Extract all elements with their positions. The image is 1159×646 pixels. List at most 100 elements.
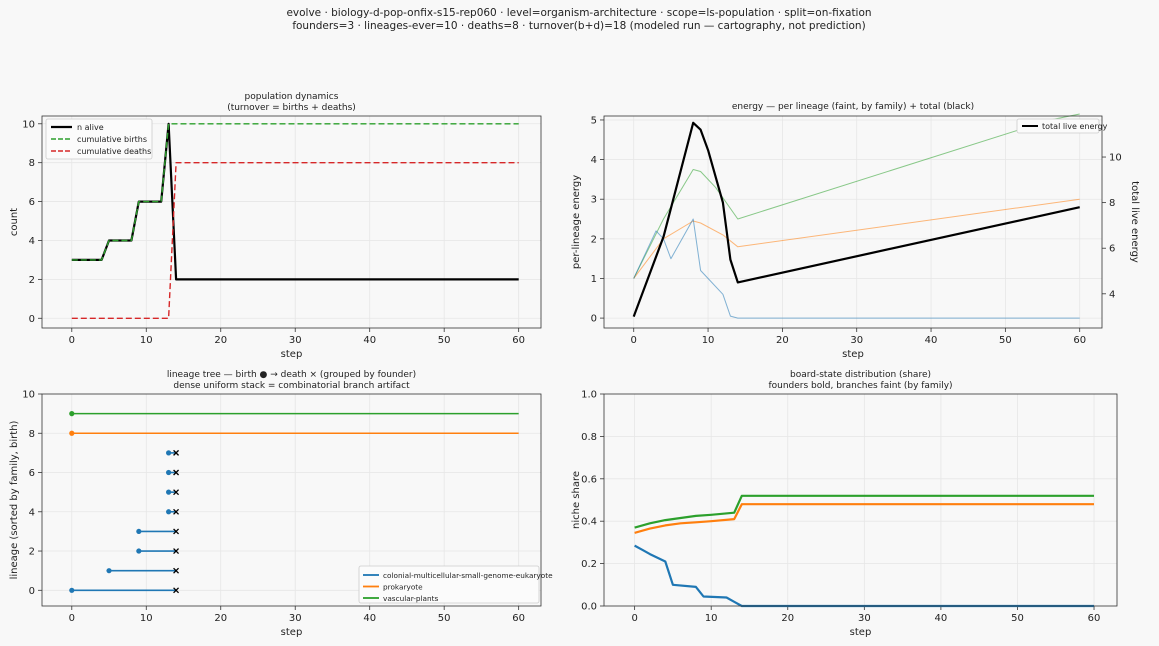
x-axis-label: step	[281, 627, 303, 638]
lineage-birth-marker	[166, 489, 172, 495]
series-line-board-state-2	[634, 544, 1094, 608]
x-tick-label: 10	[140, 613, 153, 624]
chart-subtitle: (turnover = births + deaths)	[227, 103, 356, 113]
x-tick-label: 0	[69, 613, 75, 624]
axes-frame	[41, 393, 542, 607]
lineage-birth-marker	[69, 430, 75, 436]
plot-area	[604, 116, 1102, 328]
y-tick-label: 3	[591, 195, 597, 206]
x-tick-label: 60	[1088, 613, 1101, 624]
y-axis-label: per-lineage energy	[571, 175, 582, 269]
y-tick-label: 6	[29, 468, 35, 479]
y-tick-label: 0.6	[581, 474, 597, 485]
x-tick-label: 20	[781, 613, 794, 624]
legend-label: n alive	[77, 123, 104, 132]
lineage-birth-marker	[136, 528, 142, 535]
legend-label: total live energy	[1042, 122, 1108, 131]
y-tick-label: 0.8	[581, 432, 597, 443]
series-line-cumulative-births	[71, 123, 519, 261]
x-tick-label: 0	[631, 613, 637, 624]
lineage-death-marker	[173, 548, 180, 554]
y-tick-label: 1	[591, 274, 597, 285]
y2-tick-label: 4	[1109, 289, 1115, 300]
lineage-birth-marker	[136, 548, 142, 554]
y-tick-label: 0	[591, 314, 597, 325]
x-tick-label: 50	[1011, 613, 1024, 624]
x-tick-label: 50	[438, 613, 451, 624]
x-tick-label: 60	[512, 613, 525, 624]
y2-axis-label: total live energy	[1129, 181, 1140, 263]
chart-title: lineage tree — birth ● → death × (groupe…	[167, 370, 416, 380]
y-tick-label: 8	[29, 158, 35, 169]
lineage-birth-marker	[69, 411, 75, 417]
x-tick-label: 10	[702, 335, 715, 346]
axes-frame	[603, 393, 1118, 607]
y-tick-label: 6	[29, 197, 35, 208]
y-tick-label: 4	[29, 236, 35, 247]
x-tick-label: 30	[858, 613, 871, 624]
y-tick-label: 0.0	[581, 602, 597, 613]
y-tick-label: 4	[29, 507, 35, 518]
legend: colonial-multicellular-small-genome-euka…	[358, 565, 553, 604]
chart-panel-population: 0 10 20 30 40 50 60 0 2 4 6 8 10 population dynamics(…	[9, 92, 542, 360]
legend: n alive cumulative births cumulative death…	[45, 118, 153, 160]
plot-area	[604, 394, 1117, 606]
lineage-death-marker	[173, 567, 180, 574]
chart-title: population dynamics	[245, 92, 339, 102]
series-line-total-live-energy	[632, 121, 1080, 317]
x-axis-label: step	[842, 349, 864, 360]
chart-panel-board-state: 0 10 20 30 40 50 60 0.0 0.2 0.4 0.6 0.8 1.0 board-sta…	[571, 370, 1118, 638]
series-line-energy-0	[633, 113, 1080, 279]
legend-label: cumulative births	[77, 135, 147, 144]
x-tick-label: 50	[999, 335, 1012, 346]
x-tick-label: 40	[363, 613, 376, 624]
lineage-birth-marker	[166, 469, 172, 476]
x-tick-label: 20	[214, 613, 227, 624]
x-tick-label: 30	[289, 335, 302, 346]
x-tick-label: 10	[140, 335, 153, 346]
y-tick-label: 1.0	[581, 390, 597, 401]
y-tick-label: 0.4	[581, 517, 597, 528]
lineage-death-marker	[173, 469, 180, 476]
y-tick-label: 2	[29, 547, 35, 558]
x-tick-label: 0	[69, 335, 75, 346]
lineage-birth-marker	[106, 568, 112, 574]
lineage-death-marker	[173, 489, 180, 496]
legend-box	[358, 565, 540, 604]
chart-subtitle: dense uniform stack = combinatorial bran…	[173, 381, 410, 391]
x-tick-label: 60	[1073, 335, 1086, 346]
x-tick-label: 60	[512, 335, 525, 346]
lineage-birth-marker	[166, 450, 172, 456]
chart-title: board-state distribution (share)	[790, 370, 931, 380]
x-tick-label: 30	[850, 335, 863, 346]
x-tick-label: 50	[438, 335, 451, 346]
legend-box	[1016, 118, 1100, 134]
lineage-birth-marker	[69, 587, 75, 593]
x-tick-label: 40	[925, 335, 938, 346]
legend-label: prokaryote	[383, 583, 423, 592]
y-tick-label: 0	[29, 586, 35, 597]
y-axis-label: lineage (sorted by family, birth)	[9, 420, 20, 579]
chart-panel-lineage-tree: 0 10 20 30 40 50 60 0 2 4 6 8 10 lineage tree — birth…	[9, 370, 553, 638]
figure-title-line1: evolve · biology-d-pop-onfix-s15-rep060 …	[286, 7, 871, 19]
x-axis-label: step	[281, 349, 303, 360]
x-tick-label: 20	[214, 335, 227, 346]
legend: total live energy	[1016, 118, 1108, 134]
series-line-cumulative-deaths	[71, 161, 519, 319]
y-tick-label: 2	[29, 275, 35, 286]
x-tick-label: 10	[705, 613, 718, 624]
y2-tick-label: 6	[1109, 244, 1115, 255]
y-tick-label: 4	[591, 155, 597, 166]
chart-panel-energy: 0 10 20 30 40 50 60 0 1 2 3 4 5 4 6 8 10 energy — per lin…	[571, 102, 1140, 360]
legend-label: cumulative deaths	[77, 147, 151, 156]
x-tick-label: 40	[935, 613, 948, 624]
lineage-death-marker	[173, 449, 180, 456]
y-tick-label: 10	[22, 390, 35, 401]
axes-frame	[41, 115, 542, 329]
y-tick-label: 10	[22, 119, 35, 130]
x-tick-label: 0	[631, 335, 637, 346]
series-line-board-state-1	[634, 503, 1094, 534]
y-tick-label: 0	[29, 314, 35, 325]
y2-tick-label: 8	[1109, 198, 1115, 209]
